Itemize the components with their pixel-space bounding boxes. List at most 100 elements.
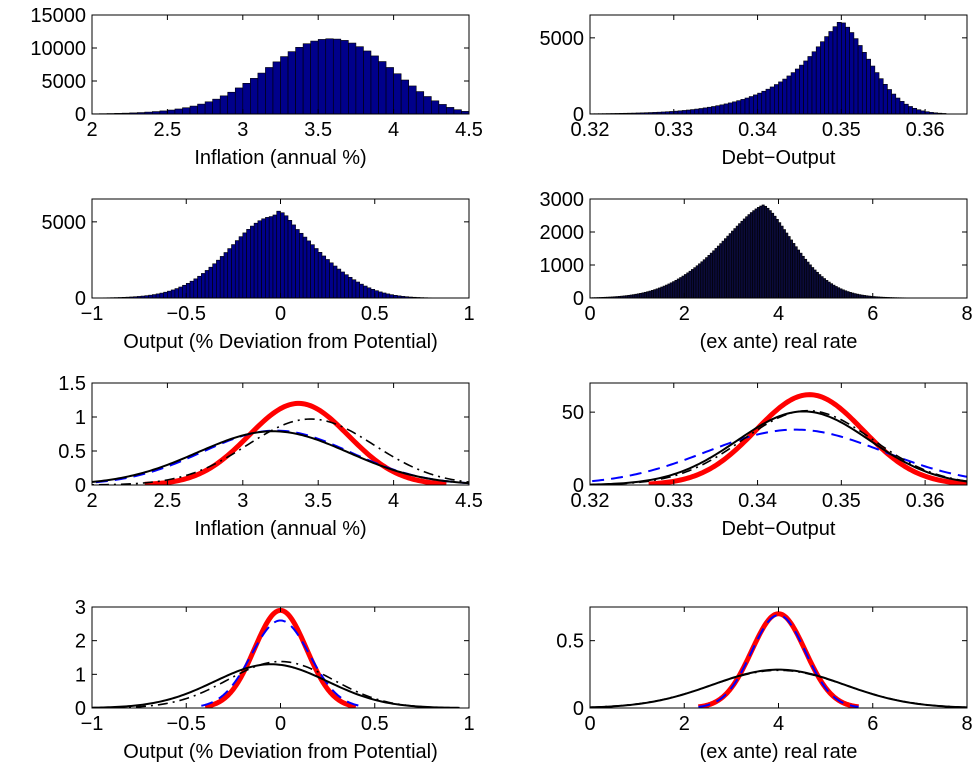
y-tick-label: 1 bbox=[75, 664, 86, 686]
histogram-bar bbox=[740, 99, 746, 114]
histogram-bar bbox=[152, 294, 157, 298]
histogram-bar bbox=[882, 84, 888, 114]
histogram-bar bbox=[231, 244, 236, 298]
histogram-bar bbox=[827, 281, 831, 298]
histogram-bar bbox=[733, 228, 737, 298]
histogram-bar bbox=[253, 222, 259, 298]
histogram-bar bbox=[174, 288, 180, 298]
histogram-bar bbox=[265, 67, 274, 114]
histogram-bar bbox=[845, 26, 851, 114]
histogram-bar bbox=[799, 64, 804, 114]
histogram-bar bbox=[265, 217, 270, 298]
histogram-bar bbox=[813, 269, 817, 298]
histogram-bar bbox=[676, 278, 680, 298]
histogram-bar bbox=[878, 78, 884, 114]
dens-debt-panel: 0.32 0.33 0.34 0.35 0.36 0 50 Debt−Output bbox=[562, 382, 968, 540]
histogram-bar bbox=[223, 252, 229, 298]
histogram-bar bbox=[634, 293, 638, 298]
histogram-bar bbox=[719, 104, 725, 114]
histogram-bar bbox=[707, 255, 711, 298]
histogram-bar bbox=[201, 273, 206, 298]
histogram-bar bbox=[780, 225, 784, 298]
histogram-bar bbox=[764, 205, 768, 298]
histogram-bar bbox=[208, 266, 213, 298]
histogram-bar bbox=[178, 286, 183, 298]
histogram-bar bbox=[786, 75, 792, 114]
histogram-bar bbox=[219, 95, 229, 114]
y-tick-label: 0 bbox=[75, 104, 86, 126]
histogram-bar bbox=[841, 22, 846, 114]
histogram-bar bbox=[295, 47, 304, 114]
hist-inflation-panel: 2 2.5 3 3.5 4 4.5 0 5000 10000 15000 Inflation (an… bbox=[30, 5, 483, 169]
histogram-bar bbox=[314, 248, 319, 298]
y-tick-label: 15000 bbox=[30, 5, 86, 27]
histogram-bar bbox=[806, 261, 810, 298]
histogram-bar bbox=[650, 290, 654, 298]
axes-frame bbox=[589, 14, 968, 115]
x-tick-label: 0.36 bbox=[906, 119, 945, 141]
histogram-bar bbox=[366, 287, 372, 298]
histogram-bar bbox=[453, 109, 462, 114]
histogram-bar bbox=[653, 289, 657, 298]
histogram-bar bbox=[732, 101, 737, 114]
x-tick-label: 0.32 bbox=[571, 490, 610, 512]
x-axis-label: Debt−Output bbox=[722, 518, 836, 540]
x-tick-label: 0.5 bbox=[361, 713, 389, 735]
histogram-bar bbox=[690, 109, 696, 114]
histogram-bar bbox=[820, 276, 824, 298]
histogram-bar bbox=[848, 292, 852, 298]
histogram-bar bbox=[370, 289, 376, 298]
hist-debt-panel: 0.32 0.33 0.34 0.35 0.36 0 5000 Debt−Output bbox=[540, 14, 968, 169]
histogram-bar bbox=[752, 210, 756, 298]
histogram-bar bbox=[302, 236, 308, 298]
histogram-bar bbox=[736, 100, 742, 114]
histogram-bar bbox=[212, 98, 221, 114]
density-line-black-solid bbox=[92, 430, 469, 485]
y-tick-label: 0 bbox=[573, 104, 584, 126]
histogram-bar bbox=[792, 243, 796, 298]
histogram-bar bbox=[408, 85, 417, 114]
histogram-bar bbox=[728, 233, 732, 298]
histogram-bar bbox=[193, 278, 198, 298]
histogram-bar bbox=[706, 106, 712, 114]
x-tick-label: 2.5 bbox=[153, 119, 181, 141]
histogram-bar bbox=[849, 32, 855, 114]
histogram-bar bbox=[182, 107, 191, 114]
histogram-bar bbox=[801, 255, 805, 298]
x-tick-label: 0.5 bbox=[361, 303, 389, 325]
density-line-black-dashdot bbox=[590, 409, 967, 485]
histogram-bar bbox=[761, 204, 765, 298]
histogram-bar bbox=[317, 39, 327, 114]
histogram-bar bbox=[280, 212, 285, 298]
histogram-bar bbox=[163, 291, 168, 298]
y-tick-label: 0 bbox=[75, 698, 86, 720]
histogram-bar bbox=[804, 258, 808, 298]
histogram-bar bbox=[745, 216, 749, 298]
histogram-bar bbox=[197, 275, 202, 298]
x-tick-label: 4.5 bbox=[455, 490, 483, 512]
x-tick-label: 2 bbox=[679, 713, 690, 735]
histogram-bar bbox=[782, 78, 788, 114]
histogram-bar bbox=[807, 56, 813, 114]
histogram-bar bbox=[636, 293, 640, 298]
histogram-bar bbox=[785, 232, 789, 298]
histogram-bar bbox=[698, 263, 702, 298]
histogram-bar bbox=[866, 58, 871, 114]
x-tick-label: 2.5 bbox=[153, 490, 181, 512]
histogram-bar bbox=[268, 216, 274, 298]
histogram-bar bbox=[895, 97, 901, 114]
histogram-bar bbox=[665, 284, 669, 298]
histogram-bar bbox=[824, 36, 830, 114]
x-tick-label: 8 bbox=[961, 713, 972, 735]
histogram-bar bbox=[756, 207, 760, 298]
x-tick-label: −1 bbox=[81, 303, 104, 325]
plot-area bbox=[590, 204, 944, 298]
histogram-bar bbox=[306, 240, 311, 298]
histogram-bar bbox=[167, 109, 176, 114]
histogram-bar bbox=[378, 291, 383, 298]
x-axis-label: Output (% Deviation from Potential) bbox=[123, 741, 438, 763]
y-tick-label: 5000 bbox=[540, 28, 585, 50]
y-tick-label: 2 bbox=[75, 631, 86, 653]
histogram-bar bbox=[837, 287, 841, 298]
x-tick-label: 4 bbox=[388, 119, 399, 141]
